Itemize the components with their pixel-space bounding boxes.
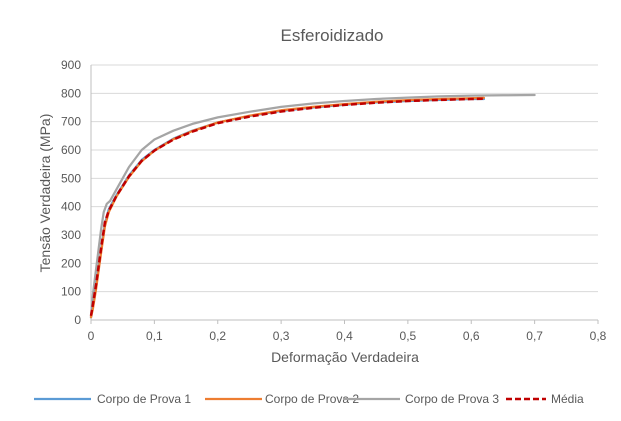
y-tick-label: 500 [61, 171, 81, 185]
y-axis-title: Tensão Verdadeira (MPa) [37, 114, 53, 273]
axes [90, 65, 599, 324]
x-tick-label: 0,1 [146, 329, 163, 343]
tick-labels: 0 100 200 300 400 500 600 700 800 900 0 0,1 0,2 0,3 0,… [61, 58, 607, 343]
x-tick-label: 0,8 [590, 329, 607, 343]
y-tick-label: 100 [61, 285, 81, 299]
gridlines [91, 64, 598, 293]
y-tick-label: 0 [74, 313, 81, 327]
legend: Corpo de Prova 1 Corpo de Prova 2 Corpo de… [34, 392, 584, 406]
x-tick-label: 0 [88, 329, 95, 343]
y-tick-label: 600 [61, 143, 81, 157]
legend-label-4: Média [551, 392, 584, 406]
legend-label-1: Corpo de Prova 1 [97, 392, 191, 406]
legend-label-2: Corpo de Prova 2 [265, 392, 359, 406]
y-tick-label: 800 [61, 86, 81, 100]
x-tick-label: 0,4 [336, 329, 353, 343]
y-tick-label: 300 [61, 228, 81, 242]
chart-title: Esferoidizado [280, 26, 383, 45]
x-tick-label: 0,2 [209, 329, 226, 343]
x-tick-label: 0,6 [463, 329, 480, 343]
legend-label-3: Corpo de Prova 3 [405, 392, 499, 406]
x-tick-label: 0,5 [400, 329, 417, 343]
x-tick-label: 0,7 [526, 329, 543, 343]
x-axis-title: Deformação Verdadeira [271, 349, 419, 365]
series-lines [89, 93, 536, 319]
y-tick-label: 400 [61, 200, 81, 214]
series-line-3 [89, 93, 536, 319]
y-tick-label: 900 [61, 58, 81, 72]
x-tick-label: 0,3 [273, 329, 290, 343]
y-tick-label: 200 [61, 256, 81, 270]
y-tick-label: 700 [61, 115, 81, 129]
